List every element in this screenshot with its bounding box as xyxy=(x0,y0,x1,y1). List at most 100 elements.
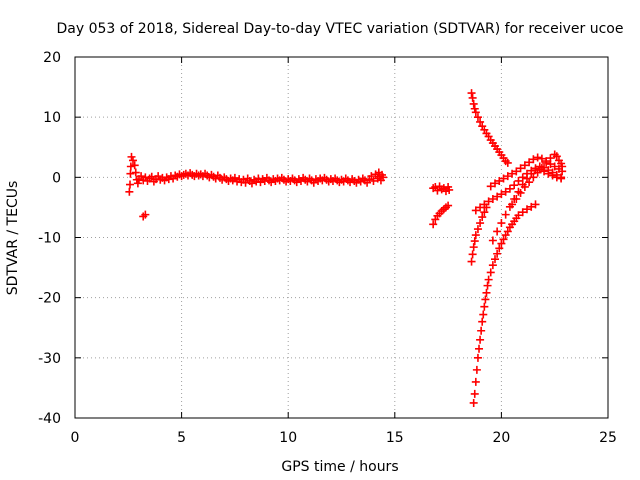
data-point xyxy=(510,181,519,190)
x-axis-label: GPS time / hours xyxy=(281,459,398,475)
data-point xyxy=(503,227,512,236)
x-tick-label: 15 xyxy=(386,430,404,446)
data-point xyxy=(137,172,146,181)
data-point xyxy=(483,281,492,290)
data-point xyxy=(470,389,479,398)
data-point xyxy=(473,225,482,234)
data-point xyxy=(537,154,546,163)
chart-title: Day 053 of 2018, Sidereal Day-to-day VTE… xyxy=(57,21,624,37)
data-point xyxy=(468,250,477,259)
data-point xyxy=(477,326,486,335)
data-point xyxy=(495,244,504,253)
data-point xyxy=(514,211,523,220)
data-point xyxy=(544,169,553,178)
data-point xyxy=(131,168,140,177)
plot-frame xyxy=(74,56,609,419)
data-point xyxy=(128,156,137,165)
data-point xyxy=(470,104,479,113)
data-point xyxy=(493,227,502,236)
data-point xyxy=(367,172,376,181)
data-point xyxy=(497,239,506,248)
y-tick-label: -40 xyxy=(38,411,61,427)
data-point xyxy=(495,176,504,185)
data-point xyxy=(527,202,536,211)
data-point xyxy=(537,163,546,172)
data-point xyxy=(475,344,484,353)
data-point xyxy=(470,237,479,246)
data-point xyxy=(486,268,495,277)
data-point xyxy=(518,173,527,182)
data-point xyxy=(488,261,497,270)
data-point xyxy=(476,117,485,126)
data-point xyxy=(444,201,453,210)
data-point xyxy=(491,179,500,188)
data-point xyxy=(478,317,487,326)
data-point xyxy=(508,169,517,178)
data-point xyxy=(491,255,500,264)
data-point xyxy=(520,161,529,170)
data-point xyxy=(484,197,493,206)
data-point xyxy=(501,187,510,196)
data-point xyxy=(512,167,521,176)
data-point xyxy=(522,205,531,214)
y-tick-label: -10 xyxy=(38,231,61,247)
data-point xyxy=(484,275,493,284)
data-point xyxy=(130,161,139,170)
data-point xyxy=(480,208,489,217)
data-point xyxy=(429,220,438,229)
data-point xyxy=(488,236,497,245)
y-tick-label: 0 xyxy=(52,170,61,186)
data-point xyxy=(481,295,490,304)
data-point xyxy=(518,208,527,217)
data-point xyxy=(552,152,561,161)
data-point xyxy=(469,99,478,108)
data-points xyxy=(125,89,567,407)
data-point xyxy=(503,158,512,167)
data-point xyxy=(493,249,502,258)
x-tick-label: 20 xyxy=(492,430,510,446)
data-point xyxy=(529,173,538,182)
data-point xyxy=(516,188,525,197)
data-point xyxy=(514,176,523,185)
data-point xyxy=(531,200,540,209)
data-point xyxy=(480,200,489,209)
tick-labels: 0 5 10 15 20 25 -40 -30 -20 -10 0 10 20 xyxy=(38,50,617,446)
data-point xyxy=(546,154,555,163)
data-point xyxy=(503,172,512,181)
data-point xyxy=(476,203,485,212)
data-point xyxy=(476,219,485,228)
y-axis-label: SDTVAR / TECUs xyxy=(5,181,21,296)
data-point xyxy=(478,213,487,222)
data-point xyxy=(499,174,508,183)
y-tick-label: 10 xyxy=(43,110,61,126)
data-point xyxy=(501,210,510,219)
data-point xyxy=(476,335,485,344)
data-point xyxy=(533,168,542,177)
x-tick-label: 0 xyxy=(71,430,80,446)
data-point xyxy=(552,173,561,182)
data-point xyxy=(369,176,378,185)
data-point xyxy=(445,185,454,194)
y-tick-label: -30 xyxy=(38,351,61,367)
data-point xyxy=(125,187,134,196)
data-point xyxy=(486,182,495,191)
data-point xyxy=(525,178,534,187)
data-point xyxy=(512,194,521,203)
data-point xyxy=(473,113,482,122)
data-point xyxy=(471,377,480,386)
data-point xyxy=(508,200,517,209)
data-point xyxy=(533,153,542,162)
data-point xyxy=(133,179,142,188)
x-tick-label: 25 xyxy=(599,430,617,446)
data-point xyxy=(482,288,491,297)
data-point xyxy=(469,398,478,407)
data-point xyxy=(479,310,488,319)
data-point xyxy=(126,162,135,171)
data-point xyxy=(505,184,514,193)
data-point xyxy=(480,302,489,311)
data-point xyxy=(488,194,497,203)
data-point xyxy=(471,108,480,117)
data-point xyxy=(467,257,476,266)
